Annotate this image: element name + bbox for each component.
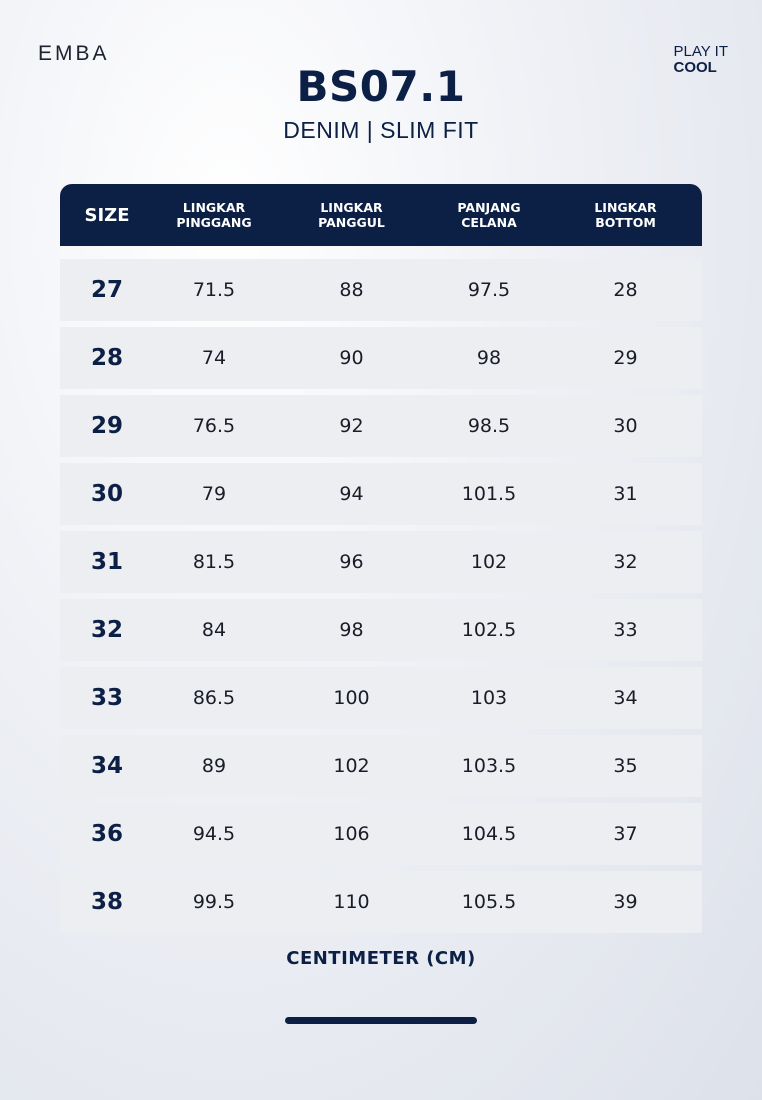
- size-table-header: SIZE LINGKAR PINGGANG LINGKAR PANGGUL PA…: [60, 184, 702, 246]
- header-panjang-celana: PANJANG CELANA: [429, 200, 549, 230]
- measurement-cell: 106: [333, 823, 370, 845]
- header-line-2: PINGGANG: [176, 215, 252, 230]
- table-row: 32 84 98 102.5 33: [60, 599, 702, 661]
- header-lingkar-bottom: LINGKAR BOTTOM: [549, 200, 702, 230]
- measurement-cell: 110: [333, 891, 370, 913]
- header-line-2: CELANA: [461, 215, 517, 230]
- measurement-cell: 94: [339, 483, 364, 505]
- measurement-cell: 99.5: [192, 891, 236, 913]
- measurement-cell: 90: [339, 347, 364, 369]
- measurement-cell: 30: [613, 415, 638, 437]
- header-line-2: PANGGUL: [318, 215, 385, 230]
- unit-label: CENTIMETER (CM): [286, 948, 476, 969]
- table-row: 31 81.5 96 102 32: [60, 531, 702, 593]
- brand-logo: EMBA: [38, 42, 110, 65]
- size-cell: 32: [90, 617, 123, 643]
- table-row: 36 94.5 106 104.5 37: [60, 803, 702, 865]
- measurement-cell: 71.5: [192, 279, 236, 301]
- measurement-cell: 31: [613, 483, 638, 505]
- measurement-cell: 102.5: [461, 619, 517, 641]
- measurement-cell: 37: [613, 823, 638, 845]
- measurement-cell: 103.5: [461, 755, 517, 777]
- size-cell: 27: [90, 277, 123, 303]
- measurement-cell: 81.5: [192, 551, 236, 573]
- header-line-1: LINGKAR: [320, 200, 383, 215]
- header-line-1: PANJANG: [457, 200, 521, 215]
- measurement-cell: 76.5: [192, 415, 236, 437]
- table-row: 33 86.5 100 103 34: [60, 667, 702, 729]
- measurement-cell: 74: [201, 347, 227, 369]
- table-row: 34 89 102 103.5 35: [60, 735, 702, 797]
- measurement-cell: 86.5: [192, 687, 236, 709]
- header-line-1: LINGKAR: [594, 200, 657, 215]
- measurement-cell: 92: [339, 415, 364, 437]
- table-row: 38 99.5 110 105.5 39: [60, 871, 702, 933]
- measurement-cell: 35: [613, 755, 638, 777]
- size-cell: 34: [90, 753, 123, 779]
- size-cell: 30: [90, 481, 123, 507]
- measurement-cell: 33: [613, 619, 638, 641]
- header-size: SIZE: [60, 204, 154, 226]
- size-cell: 36: [90, 821, 123, 847]
- header-size-label: SIZE: [84, 204, 130, 226]
- size-cell: 29: [90, 413, 123, 439]
- measurement-cell: 98.5: [467, 415, 511, 437]
- measurement-cell: 101.5: [461, 483, 517, 505]
- product-code-title: BS07.1: [296, 62, 466, 111]
- tagline-line-1: PLAY IT: [673, 43, 728, 60]
- decorative-bar: [285, 1017, 477, 1024]
- measurement-cell: 34: [613, 687, 638, 709]
- measurement-cell: 103: [470, 687, 508, 709]
- measurement-cell: 96: [339, 551, 364, 573]
- table-row: 27 71.5 88 97.5 28: [60, 259, 702, 321]
- size-cell: 28: [90, 345, 123, 371]
- measurement-cell: 28: [613, 279, 638, 301]
- measurement-cell: 104.5: [461, 823, 517, 845]
- tagline: PLAY IT COOL: [674, 44, 728, 76]
- header-lingkar-panggul: LINGKAR PANGGUL: [274, 200, 429, 230]
- measurement-cell: 94.5: [192, 823, 236, 845]
- measurement-cell: 102: [470, 551, 508, 573]
- measurement-cell: 97.5: [467, 279, 511, 301]
- table-row: 29 76.5 92 98.5 30: [60, 395, 702, 457]
- size-cell: 33: [90, 685, 123, 711]
- measurement-cell: 105.5: [461, 891, 517, 913]
- measurement-cell: 32: [613, 551, 638, 573]
- tagline-line-2: COOL: [673, 59, 717, 76]
- measurement-cell: 79: [201, 483, 227, 505]
- size-cell: 31: [90, 549, 123, 575]
- measurement-cell: 88: [339, 279, 364, 301]
- header-line-1: LINGKAR: [182, 200, 246, 215]
- header-lingkar-pinggang: LINGKAR PINGGANG: [154, 200, 274, 230]
- table-row: 30 79 94 101.5 31: [60, 463, 702, 525]
- measurement-cell: 98: [339, 619, 364, 641]
- measurement-cell: 84: [201, 619, 227, 641]
- measurement-cell: 100: [333, 687, 370, 709]
- measurement-cell: 29: [613, 347, 638, 369]
- measurement-cell: 98: [476, 347, 502, 369]
- size-table-body: 27 71.5 88 97.5 28 28 74 90 98 29 29 76.5 92 98.5 30 30…: [60, 259, 702, 939]
- measurement-cell: 39: [613, 891, 638, 913]
- header-line-2: BOTTOM: [595, 215, 656, 230]
- table-row: 28 74 90 98 29: [60, 327, 702, 389]
- size-cell: 38: [90, 889, 123, 915]
- measurement-cell: 102: [333, 755, 370, 777]
- measurement-cell: 89: [201, 755, 227, 777]
- product-subtitle: DENIM | SLIM FIT: [283, 117, 479, 143]
